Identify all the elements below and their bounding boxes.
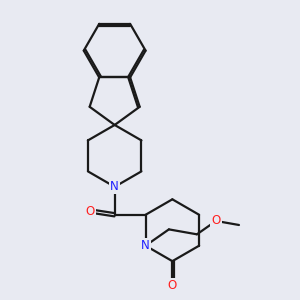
Text: O: O [85, 205, 95, 218]
Text: N: N [141, 239, 150, 252]
Text: O: O [212, 214, 220, 227]
Text: O: O [168, 279, 177, 292]
Text: N: N [110, 180, 119, 193]
